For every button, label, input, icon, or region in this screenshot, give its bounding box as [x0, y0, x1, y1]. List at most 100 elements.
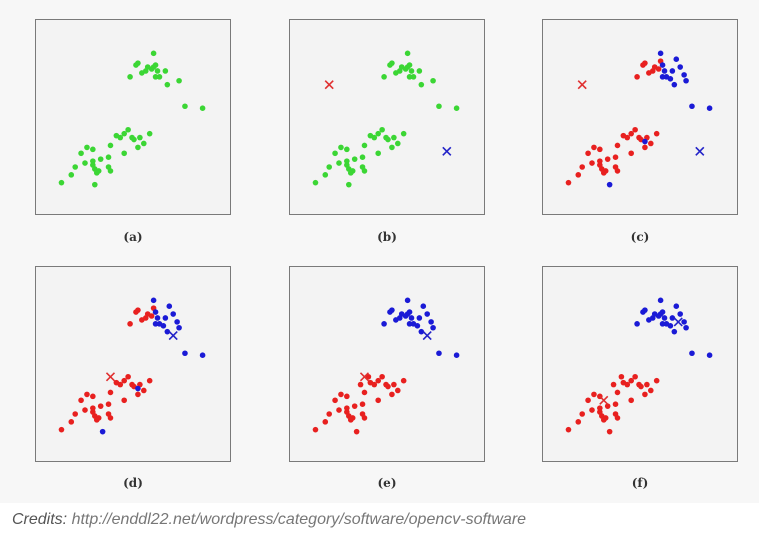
red-data-point — [117, 381, 124, 388]
red-data-point — [121, 377, 127, 384]
red-data-point — [597, 405, 603, 411]
blue-data-point — [661, 68, 668, 74]
blue-data-point — [669, 315, 676, 321]
red-data-point — [585, 150, 591, 157]
green-data-point — [92, 181, 98, 188]
blue-data-point — [162, 315, 169, 321]
green-data-point — [152, 62, 159, 68]
panel-label-e: (e) — [377, 476, 397, 490]
red-data-point — [90, 405, 96, 411]
blue-centroid-marker — [673, 317, 683, 327]
red-data-point — [326, 411, 332, 417]
red-data-point — [565, 179, 572, 186]
green-data-point — [326, 164, 332, 170]
blue-data-point — [152, 309, 159, 315]
red-data-point — [653, 377, 660, 384]
red-data-point — [127, 321, 133, 327]
red-data-point — [344, 409, 350, 415]
green-data-point — [135, 60, 141, 66]
red-centroid-marker — [105, 372, 116, 382]
red-data-point — [612, 154, 619, 160]
green-data-point — [361, 142, 368, 149]
green-data-point — [105, 154, 112, 160]
green-data-point — [430, 77, 436, 84]
red-data-point — [575, 419, 582, 425]
red-data-point — [628, 130, 634, 137]
green-data-point — [107, 142, 114, 149]
red-data-point — [353, 428, 360, 435]
blue-data-point — [160, 323, 167, 329]
green-data-point — [381, 74, 387, 80]
blue-data-point — [706, 105, 713, 111]
red-data-point — [90, 409, 96, 415]
blue-data-point — [420, 303, 427, 309]
red-data-point — [125, 373, 131, 380]
green-data-point — [162, 68, 169, 74]
green-data-point — [332, 150, 338, 157]
scatter-panel-f — [542, 266, 738, 462]
green-data-point — [379, 126, 385, 133]
red-data-point — [604, 156, 611, 162]
blue-data-point — [673, 56, 680, 62]
red-data-point — [357, 381, 364, 388]
green-data-point — [453, 105, 460, 111]
green-data-point — [137, 134, 143, 141]
red-data-point — [565, 426, 572, 433]
blue-data-point — [689, 350, 695, 357]
blue-data-point — [406, 309, 413, 315]
red-data-point — [600, 417, 607, 423]
red-data-point — [322, 419, 329, 425]
red-data-point — [624, 134, 631, 141]
green-data-point — [395, 140, 401, 147]
red-data-point — [591, 144, 597, 151]
red-data-point — [141, 387, 147, 394]
red-data-point — [597, 162, 603, 168]
green-data-point — [125, 126, 131, 133]
red-data-point — [591, 391, 597, 398]
red-data-point — [624, 381, 631, 388]
red-data-point — [105, 411, 112, 417]
red-data-point — [579, 164, 585, 170]
green-data-point — [389, 60, 395, 66]
green-data-point — [416, 68, 423, 74]
green-data-point — [84, 144, 90, 151]
red-data-point — [589, 407, 595, 413]
panel-label-b: (b) — [377, 230, 397, 244]
green-data-point — [351, 156, 358, 162]
green-data-point — [344, 158, 350, 164]
red-data-point — [371, 381, 378, 388]
red-data-point — [344, 393, 350, 400]
red-data-point — [148, 313, 155, 319]
blue-centroid-marker — [442, 146, 452, 156]
red-data-point — [84, 391, 90, 398]
red-data-point — [612, 411, 619, 417]
scatter-plot-e — [312, 297, 460, 435]
red-data-point — [618, 373, 625, 380]
blue-data-point — [164, 328, 171, 335]
red-data-point — [653, 130, 660, 137]
red-data-point — [632, 126, 638, 133]
blue-data-point — [659, 309, 666, 315]
red-data-point — [604, 403, 611, 409]
scatter-plot-b — [312, 50, 460, 188]
green-data-point — [93, 170, 100, 176]
kmeans-figure: (a) (b) (c) (d) (e) (f) — [35, 19, 738, 490]
green-data-point — [182, 103, 188, 110]
blue-data-point — [182, 350, 188, 357]
red-data-point — [359, 411, 366, 417]
green-data-point — [344, 162, 350, 168]
blue-data-point — [389, 307, 395, 313]
red-data-point — [344, 405, 350, 411]
red-data-point — [614, 142, 621, 149]
blue-data-point — [174, 319, 180, 325]
green-data-point — [347, 170, 354, 176]
green-data-point — [338, 144, 344, 151]
green-data-point — [82, 160, 88, 166]
blue-data-point — [418, 328, 425, 335]
red-data-point — [379, 373, 385, 380]
blue-data-point — [150, 297, 157, 304]
red-data-point — [638, 383, 644, 390]
credits-url[interactable]: http://enddl22.net/wordpress/category/so… — [71, 511, 527, 528]
blue-data-point — [642, 138, 648, 145]
red-data-point — [655, 66, 662, 72]
